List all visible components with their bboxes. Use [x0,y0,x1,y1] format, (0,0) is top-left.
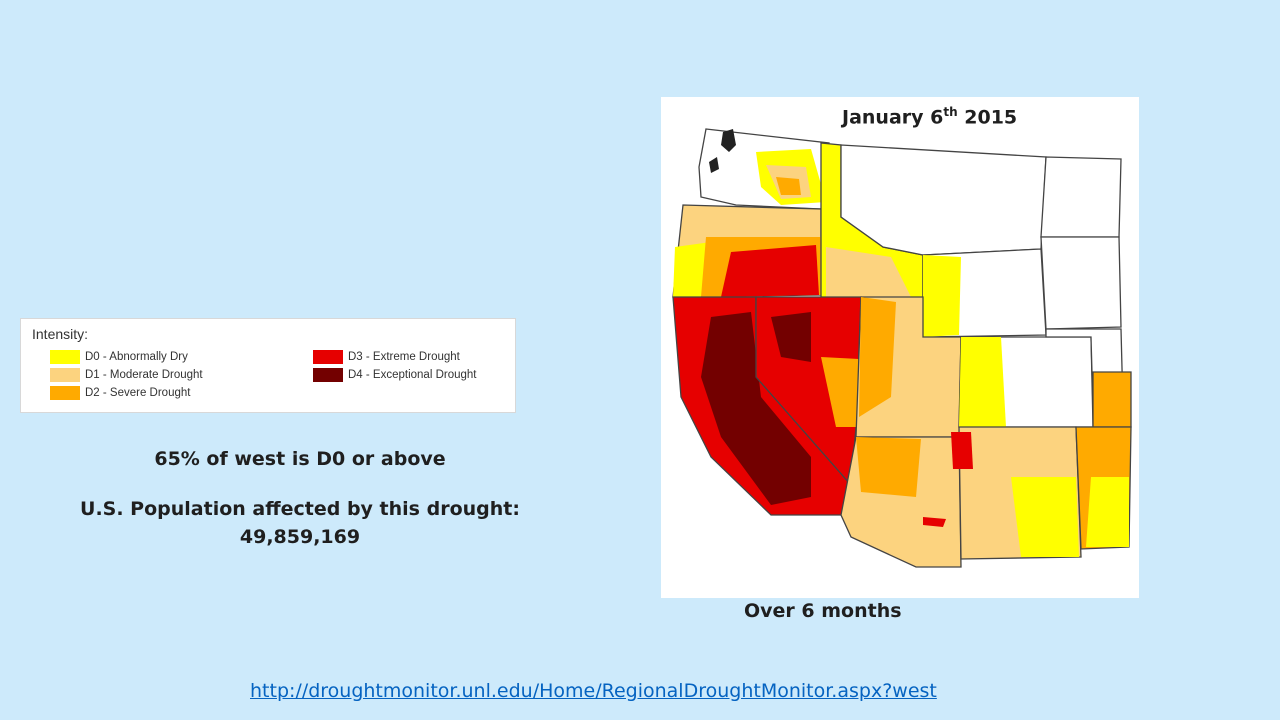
legend-item-d2: D2 - Severe Drought [50,386,190,400]
nevada-d4-area [771,312,811,362]
legend-label-d3: D3 - Extreme Drought [348,351,460,363]
legend-item-d3: D3 - Extreme Drought [313,350,460,364]
new-mexico-d3-area [951,432,973,469]
north-dakota-region [1040,156,1122,238]
legend-swatch-d1 [50,368,80,382]
western-us-drought-map-image [672,128,1132,568]
map-date-suffix: th [943,105,958,119]
arizona-d3-spot [923,517,946,527]
legend-label-d1: D1 - Moderate Drought [85,369,203,381]
legend-title: Intensity: [32,326,89,342]
colorado-d0-area [959,337,1006,427]
period-label: Over 6 months [744,600,902,622]
legend-swatch-d2 [50,386,80,400]
legend-swatch-d4 [313,368,343,382]
puget-sound-islands [709,129,736,173]
legend-item-d0: D0 - Abnormally Dry [50,350,188,364]
wyoming-d0-area [923,255,961,337]
legend-label-d2: D2 - Severe Drought [85,387,191,399]
map-date-year: 2015 [964,106,1018,129]
legend-item-d1: D1 - Moderate Drought [50,368,203,382]
drought-legend: Intensity: D0 - Abnormally Dry D1 - Mode… [20,318,516,413]
new-mexico-d0-area [1011,477,1079,557]
legend-swatch-d3 [313,350,343,364]
legend-swatch-d0 [50,350,80,364]
kansas-region [1092,371,1132,428]
population-label: U.S. Population affected by this drought… [80,498,520,520]
nevada-d2-area [821,357,859,427]
arizona-d2-area [856,437,921,497]
map-date-label: January 6th 2015 [842,105,1017,128]
legend-label-d0: D0 - Abnormally Dry [85,351,188,363]
map-date-prefix: January 6 [842,106,944,129]
source-link[interactable]: http://droughtmonitor.unl.edu/Home/Regio… [250,680,937,702]
legend-item-d4: D4 - Exceptional Drought [313,368,476,382]
montana-region [840,144,1047,256]
california-d4-area [701,312,811,505]
population-value: 49,859,169 [239,526,361,548]
south-dakota-region [1040,236,1122,330]
legend-label-d4: D4 - Exceptional Drought [348,369,477,381]
oklahoma-d0-area [1086,477,1129,547]
oregon-d0-coast [673,242,711,297]
drought-coverage-text: 65% of west is D0 or above [154,448,446,470]
oregon-d3-area [721,245,819,297]
washington-d2-area [776,177,801,195]
drought-map [661,97,1139,598]
utah-d2-area [859,297,896,417]
idaho-d1-area [826,247,911,302]
